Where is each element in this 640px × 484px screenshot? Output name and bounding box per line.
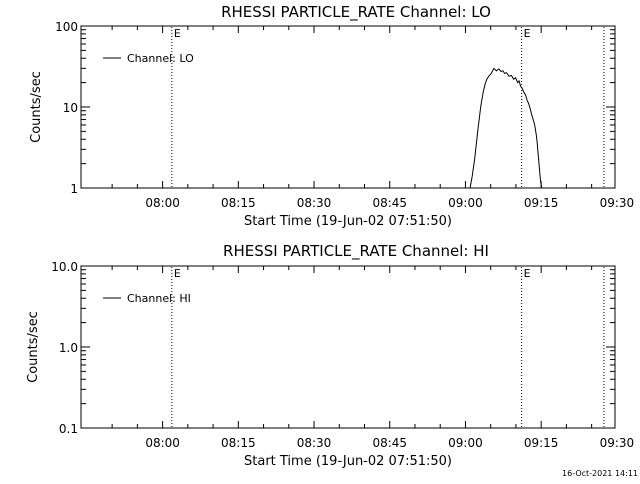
footer-timestamp: 16-Oct-2021 14:11 [562,469,638,478]
plot-frame [80,265,616,429]
x-tick-label: 08:45 [372,196,407,210]
x-tick-label: 09:30 [600,436,635,450]
x-tick-label: 08:00 [145,436,180,450]
x-axis-label: Start Time (19-Jun-02 07:51:50) [244,214,452,229]
legend-entry: Channel: LO [127,52,194,65]
x-tick-label: 09:30 [600,196,635,210]
event-marker-label: E [524,27,531,40]
legend-entry: Channel: HI [127,292,191,305]
y-tick-label: 1 [70,182,78,196]
event-marker-label: E [174,267,181,280]
x-tick-label: 09:15 [524,436,559,450]
y-axis-label: Counts/sec [26,311,41,383]
x-axis-label: Start Time (19-Jun-02 07:51:50) [244,454,452,469]
x-tick-label: 09:00 [448,196,483,210]
event-marker-label: E [524,267,531,280]
y-tick-label: 1.0 [59,341,78,355]
plot-frame [80,25,616,189]
series-line-channel-lo [469,67,543,189]
y-tick-label: 0.1 [59,422,78,436]
x-tick-label: 09:00 [448,436,483,450]
panel-lo-channel: RHESSI PARTICLE_RATE Channel: LO 08:00 08:… [29,3,634,229]
y-axis-label: Counts/sec [29,71,44,143]
panel-hi-channel: RHESSI PARTICLE_RATE Channel: HI 08:00 08:… [26,242,634,469]
y-tick-label: 100 [55,20,78,34]
x-tick-label: 08:45 [372,436,407,450]
x-tick-label: 08:15 [221,196,256,210]
x-tick-label: 08:30 [297,196,332,210]
y-tick-label: 10.0 [51,260,78,274]
chart-title: RHESSI PARTICLE_RATE Channel: LO [221,3,491,22]
event-marker-label: E [174,27,181,40]
x-tick-label: 08:30 [297,436,332,450]
chart-title: RHESSI PARTICLE_RATE Channel: HI [223,242,489,261]
x-tick-label: 08:00 [145,196,180,210]
y-tick-label: 10 [63,101,78,115]
x-tick-label: 09:15 [524,196,559,210]
x-tick-label: 08:15 [221,436,256,450]
